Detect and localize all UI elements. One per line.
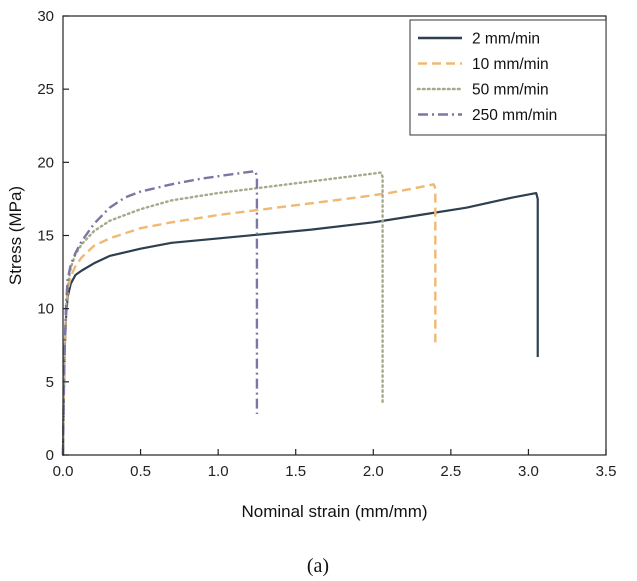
y-tick-label: 0: [46, 447, 54, 464]
y-tick-label: 25: [37, 81, 54, 98]
x-tick-label: 3.5: [596, 463, 617, 480]
y-tick-label: 30: [37, 8, 54, 25]
x-tick-label: 3.0: [518, 463, 539, 480]
y-tick-label: 5: [46, 374, 54, 391]
x-axis-title: Nominal strain (mm/mm): [241, 502, 427, 521]
y-tick-label: 10: [37, 301, 54, 318]
x-tick-label: 1.5: [285, 463, 306, 480]
series-line-10-mm-min: [61, 183, 437, 456]
x-tick-label: 1.0: [208, 463, 229, 480]
series-line-2-mm-min: [61, 191, 539, 456]
x-axis: 0.0 0.5 1.0 1.5 2.0 2.5 3.0 3.5: [53, 449, 617, 480]
y-tick-label: 20: [37, 154, 54, 171]
x-tick-label: 0.5: [130, 463, 151, 480]
y-axis: 0 5 10 15 20 25 30: [37, 8, 69, 464]
x-tick-label: 2.5: [440, 463, 461, 480]
x-tick-label: 2.0: [363, 463, 384, 480]
legend-label: 50 mm/min: [472, 82, 549, 99]
legend-label: 250 mm/min: [472, 107, 557, 124]
x-tick-label: 0.0: [53, 463, 74, 480]
legend-label: 2 mm/min: [472, 31, 540, 48]
figure-caption: (a): [307, 555, 329, 577]
series-layer: [61, 169, 539, 457]
legend: 2 mm/min 10 mm/min 50 mm/min 250 mm/min: [409, 19, 607, 136]
series-line-250-mm-min: [61, 169, 259, 456]
legend-label: 10 mm/min: [472, 56, 549, 73]
y-axis-title: Stress (MPa): [6, 186, 25, 285]
y-tick-label: 15: [37, 228, 54, 245]
